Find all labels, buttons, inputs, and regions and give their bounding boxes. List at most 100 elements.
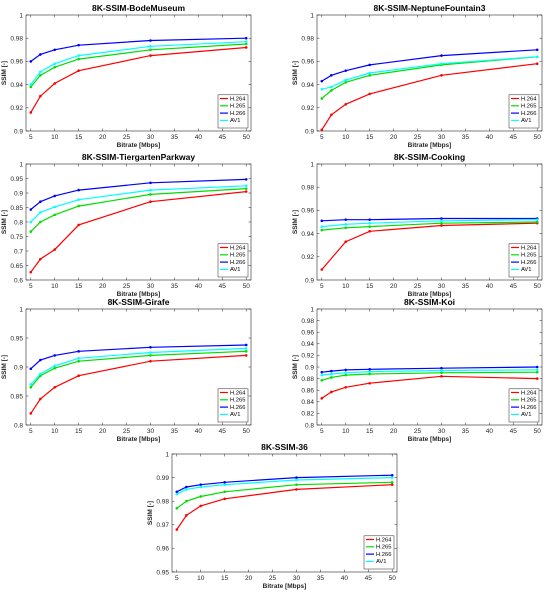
x-tick-label: 30: [147, 134, 155, 141]
data-point: [53, 386, 57, 389]
data-point: [440, 74, 443, 77]
series-line-h265: [30, 350, 247, 388]
y-tick-label: 0.96: [301, 330, 314, 337]
data-point: [39, 372, 42, 376]
data-point: [149, 48, 152, 52]
data-point: [39, 94, 42, 98]
data-point: [535, 368, 539, 372]
data-point: [320, 128, 324, 132]
chart-title: 8K-SSIM-BodeMuseum: [92, 3, 185, 13]
data-point: [244, 354, 248, 357]
x-axis-label: Bitrate [Mbps]: [408, 142, 452, 149]
y-axis-label: SSIM [-]: [292, 61, 299, 85]
x-tick-label: 10: [51, 283, 59, 290]
data-point: [53, 354, 57, 357]
series-line-av1: [321, 369, 538, 376]
data-point: [39, 220, 42, 224]
y-tick-label: 0.86: [301, 388, 314, 395]
data-point: [53, 364, 57, 368]
data-point: [77, 357, 80, 360]
data-point: [77, 188, 80, 192]
data-point: [295, 476, 298, 479]
data-point: [440, 374, 443, 378]
chart-title: 8K-SSIM-Girafe: [108, 297, 170, 307]
data-point: [368, 74, 371, 77]
series-line-h266: [30, 37, 247, 62]
legend-label: H.264: [521, 96, 537, 102]
series-line-av1: [30, 347, 247, 385]
data-point: [440, 221, 443, 225]
plot-area: [25, 163, 252, 281]
data-point: [223, 497, 226, 501]
y-tick-label: 0.96: [156, 546, 169, 553]
legend-label: AV1: [521, 118, 532, 124]
data-point: [29, 111, 33, 114]
x-tick-label: 25: [414, 428, 422, 435]
y-tick-label: 0.98: [301, 185, 314, 192]
data-point: [295, 488, 298, 491]
legend-box: [508, 243, 540, 278]
data-point: [244, 184, 248, 188]
data-point: [244, 187, 248, 190]
legend-label: H.265: [521, 253, 536, 259]
data-point: [39, 74, 42, 77]
data-point: [199, 485, 203, 489]
y-tick-label: 0.98: [10, 36, 23, 43]
series-line-av1: [30, 41, 247, 85]
series-line-av1: [30, 185, 247, 223]
data-point: [295, 478, 298, 482]
x-tick-label: 15: [75, 134, 83, 141]
data-point: [440, 366, 443, 370]
y-tick-label: 0.94: [301, 82, 314, 89]
data-point: [53, 194, 57, 198]
y-tick-label: 0.97: [156, 522, 169, 529]
data-point: [149, 354, 152, 357]
y-axis-label: SSIM [-]: [1, 61, 8, 85]
data-point: [149, 345, 152, 349]
series-line-h266: [176, 474, 393, 493]
legend-label: H.264: [521, 390, 537, 396]
y-axis-label: SSIM [-]: [147, 501, 154, 525]
data-point: [29, 367, 33, 371]
data-point: [320, 373, 324, 377]
x-tick-label: 40: [486, 134, 494, 141]
data-point: [320, 97, 324, 100]
legend-label: H.266: [521, 260, 536, 266]
data-point: [149, 200, 152, 203]
legend-label: AV1: [230, 412, 241, 418]
data-point: [175, 490, 179, 494]
x-tick-label: 10: [342, 134, 350, 141]
x-tick-label: 25: [123, 283, 131, 290]
data-point: [244, 350, 248, 353]
x-tick-label: 40: [341, 575, 349, 582]
data-point: [39, 358, 42, 362]
legend-label: H.266: [376, 552, 391, 558]
legend-label: H.266: [230, 111, 245, 117]
x-tick-label: 10: [342, 283, 350, 290]
data-point: [368, 221, 371, 225]
data-point: [77, 204, 80, 208]
x-tick-label: 35: [462, 428, 470, 435]
x-tick-label: 5: [29, 134, 33, 141]
data-point: [440, 371, 443, 375]
x-tick-label: 30: [438, 134, 446, 141]
data-point: [29, 83, 33, 86]
legend-label: AV1: [230, 118, 241, 124]
legend-label: AV1: [376, 559, 387, 565]
data-point: [344, 240, 348, 244]
chart-title: 8K-SSIM-Cooking: [394, 152, 465, 162]
y-tick-label: 0.85: [10, 205, 23, 212]
data-point: [185, 485, 188, 489]
data-point: [29, 230, 33, 233]
x-tick-label: 5: [175, 575, 179, 582]
y-tick-label: 0.92: [301, 254, 314, 261]
data-point: [149, 54, 152, 57]
x-tick-label: 45: [510, 428, 518, 435]
x-tick-label: 20: [390, 283, 398, 290]
x-tick-label: 15: [75, 428, 83, 435]
x-tick-label: 25: [269, 575, 277, 582]
series-line-h266: [30, 178, 247, 210]
series-line-h265: [321, 56, 538, 99]
